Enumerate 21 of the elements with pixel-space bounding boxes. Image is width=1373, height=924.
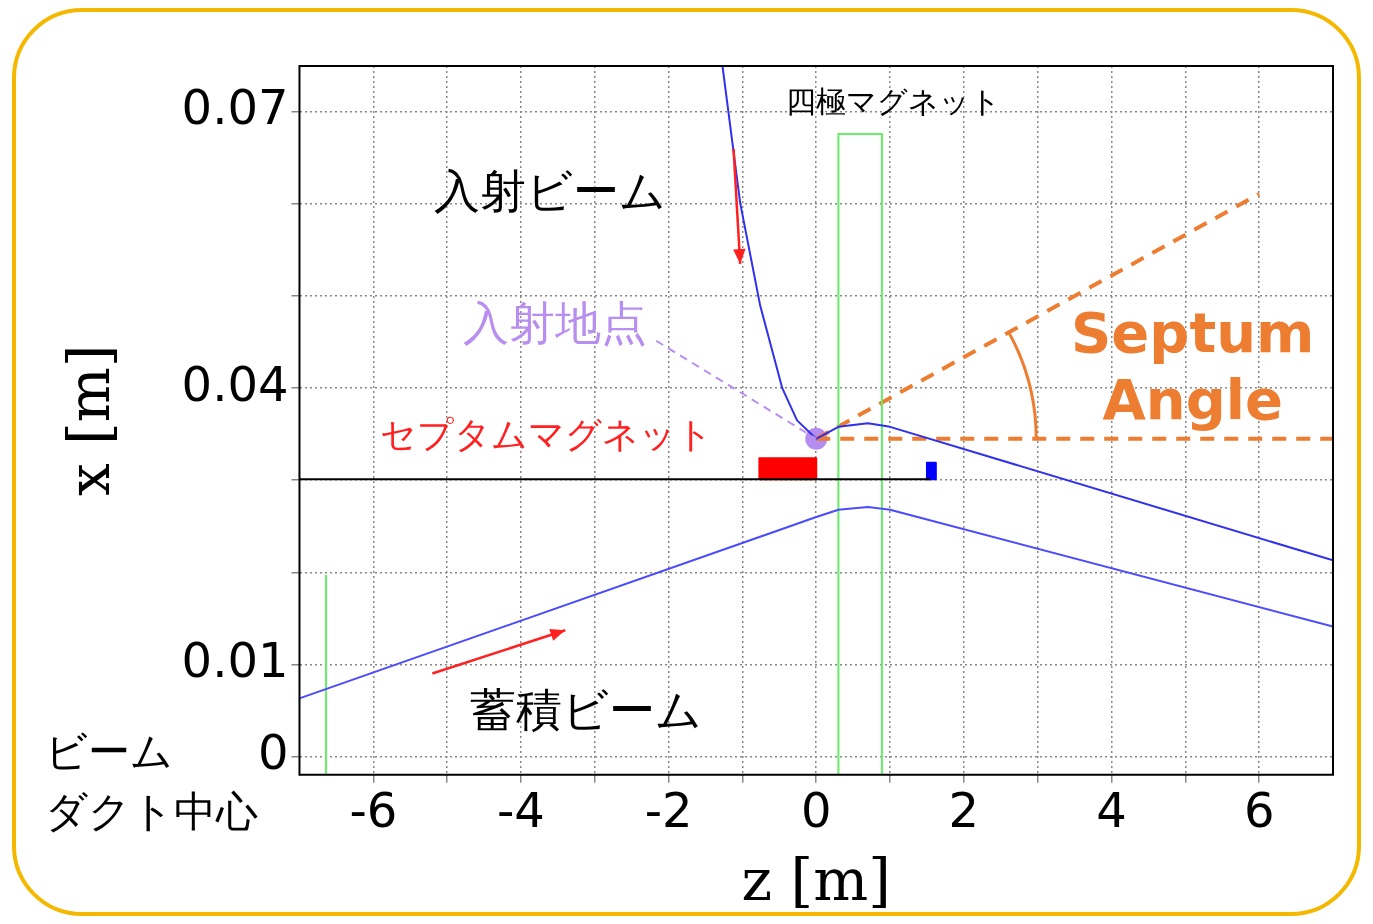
- annotation: 蓄積ビーム: [469, 683, 702, 737]
- annotation: Septum Angle: [1071, 299, 1315, 432]
- y-axis-title: x [m]: [54, 344, 123, 497]
- annotation: 入射ビーム: [434, 163, 667, 218]
- y-tick-label: 0: [257, 723, 289, 780]
- y-tick-label: 0.01: [181, 631, 289, 688]
- annotation: 入射地点: [463, 295, 648, 350]
- x-tick-label: -2: [644, 782, 693, 839]
- y-tick-label: 0.07: [181, 79, 289, 136]
- x-tick-label: 0: [800, 782, 832, 839]
- text: ダクト中心: [45, 786, 258, 836]
- annotation: 四極マグネット: [785, 83, 1001, 119]
- x-tick-label: -4: [497, 782, 545, 839]
- annotation: セプタムマグネット: [379, 414, 713, 456]
- text: ビーム: [45, 726, 173, 776]
- x-tick-label: 4: [1096, 782, 1127, 839]
- y-tick-label: 0.04: [181, 355, 289, 412]
- x-tick-label: -6: [349, 782, 398, 839]
- x-axis-title: z [m]: [741, 846, 891, 915]
- x-tick-label: 6: [1243, 782, 1275, 839]
- x-tick-label: 2: [948, 782, 980, 839]
